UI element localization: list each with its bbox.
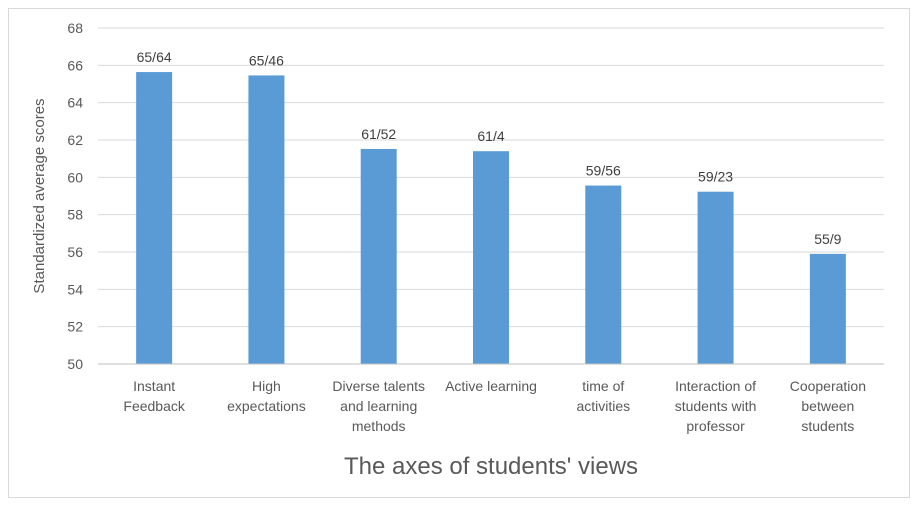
category-label: students with [675, 398, 757, 414]
data-label: 55/9 [814, 231, 841, 247]
category-label: between [801, 398, 854, 414]
data-label: 65/46 [249, 52, 284, 68]
category-labels: Instant Feedback High expectations Diverse t… [123, 378, 866, 434]
y-tick-label: 64 [67, 95, 83, 111]
category-label: students [801, 418, 854, 434]
data-label: 61/52 [361, 126, 396, 142]
category-label: methods [352, 418, 406, 434]
y-tick-label: 58 [67, 207, 83, 223]
category-label: Cooperation [790, 378, 866, 394]
y-axis-ticks: 50 52 54 56 58 60 62 64 66 68 [67, 20, 83, 372]
y-tick-label: 62 [67, 132, 83, 148]
bars [136, 72, 846, 364]
y-tick-label: 60 [67, 169, 83, 185]
category-label: Feedback [123, 398, 185, 414]
data-label: 59/23 [698, 169, 733, 185]
y-tick-label: 56 [67, 244, 83, 260]
category-label: expectations [227, 398, 306, 414]
y-tick-label: 50 [67, 356, 83, 372]
category-label: Active learning [445, 378, 537, 394]
bar [697, 191, 734, 364]
gridlines [98, 27, 884, 328]
data-label: 65/64 [137, 49, 172, 65]
category-label: Interaction of [675, 378, 756, 394]
y-tick-label: 66 [67, 57, 83, 73]
y-tick-label: 68 [67, 20, 83, 36]
data-label: 61/4 [477, 128, 504, 144]
category-label: Instant [133, 378, 175, 394]
category-label: activities [576, 398, 630, 414]
y-tick-label: 52 [67, 319, 83, 335]
category-label: Diverse talents [332, 378, 425, 394]
bar [360, 148, 397, 364]
bar [809, 253, 846, 364]
category-label: professor [686, 418, 745, 434]
category-label: time of [582, 378, 624, 394]
y-axis-title: Standardized average scores [31, 98, 48, 293]
y-tick-label: 54 [67, 281, 83, 297]
data-label: 59/56 [586, 163, 621, 179]
bar [248, 75, 285, 364]
bar [585, 185, 622, 364]
x-axis-title: The axes of students' views [344, 453, 638, 480]
category-label: High [252, 378, 281, 394]
bar [136, 72, 173, 364]
data-labels: 65/64 65/46 61/52 61/4 59/56 59/23 55/9 [137, 49, 842, 247]
bar [473, 151, 509, 364]
category-label: and learning [340, 398, 417, 414]
